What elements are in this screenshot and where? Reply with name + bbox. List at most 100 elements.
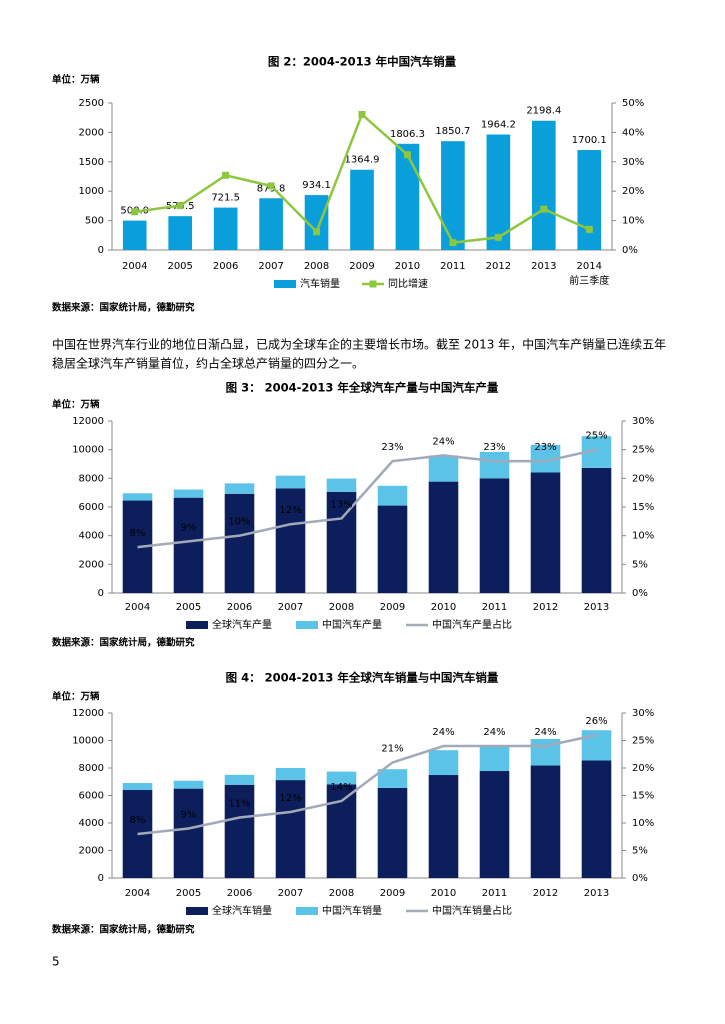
x-tick-label: 2006 [227, 888, 252, 899]
legend-swatch [274, 280, 296, 288]
unit-label: 单位：万辆 [52, 691, 100, 703]
bar [173, 788, 204, 878]
x-tick-label: 2008 [329, 888, 354, 899]
line [137, 448, 597, 549]
source-note: 数据来源：国家统计局，德勤研究 [51, 924, 195, 936]
data-label: 25% [585, 431, 607, 442]
bar [224, 774, 255, 785]
y2-tick-label: 5% [632, 559, 648, 570]
x-tick-label: 2007 [278, 602, 303, 613]
data-label: 26% [585, 716, 607, 727]
y2-tick-label: 0% [622, 245, 638, 256]
data-label: 24% [534, 727, 556, 738]
y2-tick-label: 40% [622, 127, 644, 138]
x-tick-label: 2013 [531, 261, 556, 272]
y-tick-label: 12000 [72, 708, 104, 719]
chart-title: 图 4： 2004-2013 年全球汽车销量与中国汽车销量 [226, 671, 499, 685]
y2-tick-label: 20% [622, 186, 644, 197]
bar [173, 497, 204, 593]
bar [581, 760, 612, 878]
paragraph-line: 中国在世界汽车行业的地位日渐凸显，已成为全球车企的主要增长市场。截至 2013 … [52, 337, 666, 352]
data-label: 24% [432, 727, 454, 738]
bar [479, 451, 510, 479]
line-marker [540, 205, 548, 213]
data-label: 23% [483, 442, 505, 453]
unit-label: 单位：万辆 [52, 399, 100, 411]
page-number: 5 [52, 955, 60, 969]
data-label: 21% [381, 744, 403, 755]
bar [122, 783, 153, 790]
data-label: 10% [228, 517, 250, 528]
data-label: 23% [534, 442, 556, 453]
data-label: 11% [228, 799, 250, 810]
data-label: 721.5 [211, 193, 240, 204]
legend-label: 全球汽车销量 [212, 904, 272, 917]
y-tick-label: 1000 [79, 186, 104, 197]
line-marker [222, 171, 230, 179]
data-label: 24% [483, 727, 505, 738]
bar [275, 488, 306, 593]
bar [224, 483, 255, 494]
y-tick-label: 6000 [79, 791, 104, 802]
data-label: 23% [381, 442, 403, 453]
x-tick-label: 2010 [395, 261, 420, 272]
data-label: 8% [130, 528, 146, 539]
source-note: 数据来源：国家统计局，德勤研究 [51, 302, 195, 314]
x-tick-label: 2005 [176, 888, 201, 899]
y-tick-label: 0 [98, 873, 104, 884]
bar [168, 216, 192, 250]
bar [486, 134, 511, 250]
bar [377, 769, 408, 788]
x-tick-label: 2010 [431, 888, 456, 899]
x-tick-label: 2013 [584, 888, 609, 899]
line-marker [494, 233, 502, 241]
line-marker [176, 202, 184, 210]
bar [428, 750, 459, 776]
x-tick-label: 2012 [533, 602, 558, 613]
bar [441, 141, 465, 250]
y2-tick-label: 20% [632, 473, 654, 484]
line-marker [449, 239, 457, 247]
y2-tick-label: 20% [632, 763, 654, 774]
unit-label: 单位：万辆 [52, 74, 100, 86]
x-tick-label: 2013 [584, 602, 609, 613]
x-tick-label: 2005 [176, 602, 201, 613]
bar [326, 478, 357, 492]
legend-swatch [186, 621, 208, 629]
y2-tick-label: 0% [632, 588, 648, 599]
y-tick-label: 0 [98, 588, 104, 599]
legend-label: 中国汽车产量 [322, 618, 382, 631]
y2-tick-label: 10% [622, 216, 644, 227]
x-tick-label: 2011 [440, 261, 465, 272]
bar [479, 478, 510, 593]
x-tick-label: 2004 [125, 602, 150, 613]
bar [395, 143, 420, 250]
x-tick-label: 2006 [213, 261, 238, 272]
legend-label: 同比增速 [388, 277, 428, 290]
y2-tick-label: 0% [632, 873, 648, 884]
chart-title: 图 3： 2004-2013 年全球汽车产量与中国汽车产量 [226, 381, 499, 395]
bar [326, 784, 357, 878]
y-tick-label: 8000 [79, 473, 104, 484]
bar [428, 775, 459, 878]
data-label: 24% [432, 436, 454, 447]
x-tick-label: 2014 前三季度 [569, 261, 609, 287]
data-label: 1364.9 [345, 155, 380, 166]
x-tick-label: 2005 [167, 261, 192, 272]
data-label: 13% [330, 499, 352, 510]
x-tick-label: 2006 [227, 602, 252, 613]
x-tick-label: 2004 [122, 261, 147, 272]
x-tick-label: 2009 [380, 602, 405, 613]
bar [122, 220, 147, 250]
legend-label: 中国汽车产量占比 [432, 618, 512, 631]
y-tick-label: 10000 [72, 736, 104, 747]
bar [326, 771, 357, 785]
bar [173, 780, 204, 789]
legend-swatch [186, 907, 208, 915]
bar [275, 475, 306, 489]
legend-swatch [296, 907, 318, 915]
x-tick-label: 2012 [486, 261, 511, 272]
bar [428, 481, 459, 593]
y2-tick-label: 30% [632, 416, 654, 427]
